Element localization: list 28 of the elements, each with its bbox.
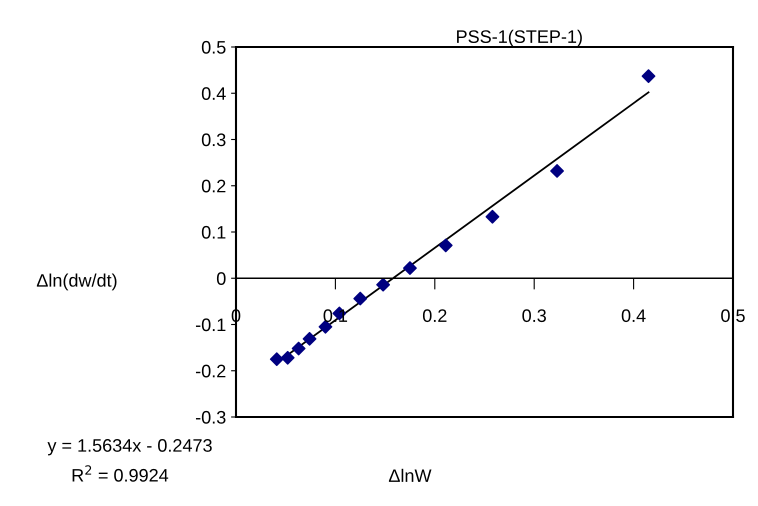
point — [376, 278, 390, 292]
x-tick-label: 0.4 — [622, 309, 646, 322]
y-tick-label: 0 — [216, 272, 226, 285]
y-tick-label: 0.2 — [202, 180, 226, 192]
x-tick-label: 0.3 — [522, 309, 546, 322]
point — [486, 210, 500, 224]
y-tick-label: 0.5 — [202, 40, 226, 54]
point — [353, 292, 368, 306]
y-tick-label: 0.4 — [202, 87, 226, 100]
x-tick-label: 0.2 — [422, 309, 446, 322]
point — [302, 332, 316, 346]
chart-title: PSS-1(STEP-1) — [457, 30, 582, 47]
y-tick-label: -0.2 — [196, 364, 226, 378]
point — [403, 261, 417, 275]
point — [550, 164, 564, 178]
y-axis-title: Δln(dw/dt) — [36, 274, 116, 290]
y-tick-label: 0.1 — [202, 226, 226, 239]
x-axis-title: ΔlnW — [388, 468, 432, 482]
y-tick-label: -0.1 — [196, 318, 226, 332]
point — [270, 352, 284, 366]
point — [642, 69, 656, 84]
point — [280, 350, 295, 365]
y-tick-label: -0.3 — [196, 410, 226, 424]
point — [292, 342, 306, 356]
point — [438, 238, 453, 252]
y-tick-label: 0.3 — [202, 133, 226, 146]
text: y = 1.5634x - 0.2473 — [47, 439, 212, 456]
text: R$^{2}$ = 0.9924 — [72, 465, 168, 482]
